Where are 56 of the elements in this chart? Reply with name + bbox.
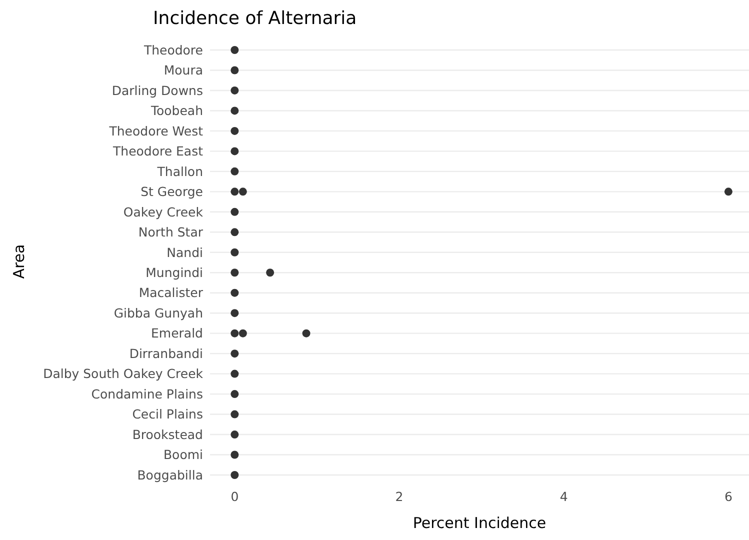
point xyxy=(266,268,274,277)
point xyxy=(230,329,239,338)
x-tick-label: 2 xyxy=(395,489,404,504)
point xyxy=(238,188,247,196)
point xyxy=(230,106,239,115)
y-tick-label: Toobeah xyxy=(150,103,203,118)
point xyxy=(230,248,239,256)
point xyxy=(230,66,239,74)
point xyxy=(230,471,239,479)
y-tick-label: Gibba Gunyah xyxy=(114,305,203,320)
x-axis-title: Percent Incidence xyxy=(412,514,546,532)
point xyxy=(724,188,732,196)
y-tick-label: St George xyxy=(140,184,204,200)
y-tick-label: Nandi xyxy=(166,244,203,260)
y-tick-label: Theodore xyxy=(142,42,204,58)
point xyxy=(230,126,239,135)
point xyxy=(230,309,239,318)
point xyxy=(230,188,239,196)
point xyxy=(302,329,310,338)
point xyxy=(230,370,239,378)
chart-title: Incidence of Alternaria xyxy=(153,8,357,29)
y-tick-label: Moura xyxy=(164,62,203,78)
point xyxy=(230,228,239,236)
y-tick-label: Oakey Creek xyxy=(123,204,204,220)
point xyxy=(230,430,239,439)
point xyxy=(230,46,239,54)
point xyxy=(238,329,247,338)
y-tick-label: Boggabilla xyxy=(137,467,203,482)
point xyxy=(230,86,239,94)
y-axis-title: Area xyxy=(10,244,28,279)
x-tick-label: 6 xyxy=(724,489,732,504)
y-tick-label: Darling Downs xyxy=(112,82,203,98)
point xyxy=(230,147,239,156)
y-tick-label: Dirranbandi xyxy=(129,346,203,361)
y-tick-label: Macalister xyxy=(138,285,204,300)
x-tick-label: 4 xyxy=(560,489,568,504)
point xyxy=(230,450,239,459)
y-tick-label: Boomi xyxy=(163,447,203,462)
point xyxy=(230,390,239,398)
y-tick-label: Dalby South Oakey Creek xyxy=(43,366,204,382)
y-tick-label: Theodore West xyxy=(108,123,204,138)
y-tick-label: Mungindi xyxy=(146,264,203,280)
point xyxy=(230,288,239,297)
point xyxy=(230,350,239,358)
point xyxy=(230,208,239,216)
y-tick-label: North Star xyxy=(138,224,204,240)
point xyxy=(230,268,239,277)
y-tick-label: Emerald xyxy=(151,326,203,341)
y-tick-label: Thallon xyxy=(156,164,203,179)
point xyxy=(230,410,239,418)
y-tick-label: Brookstead xyxy=(132,426,203,442)
point xyxy=(230,167,239,176)
y-tick-label: Cecil Plains xyxy=(132,406,203,422)
y-tick-label: Theodore East xyxy=(112,144,204,159)
x-tick-label: 0 xyxy=(230,489,239,504)
y-tick-label: Condamine Plains xyxy=(91,386,203,402)
